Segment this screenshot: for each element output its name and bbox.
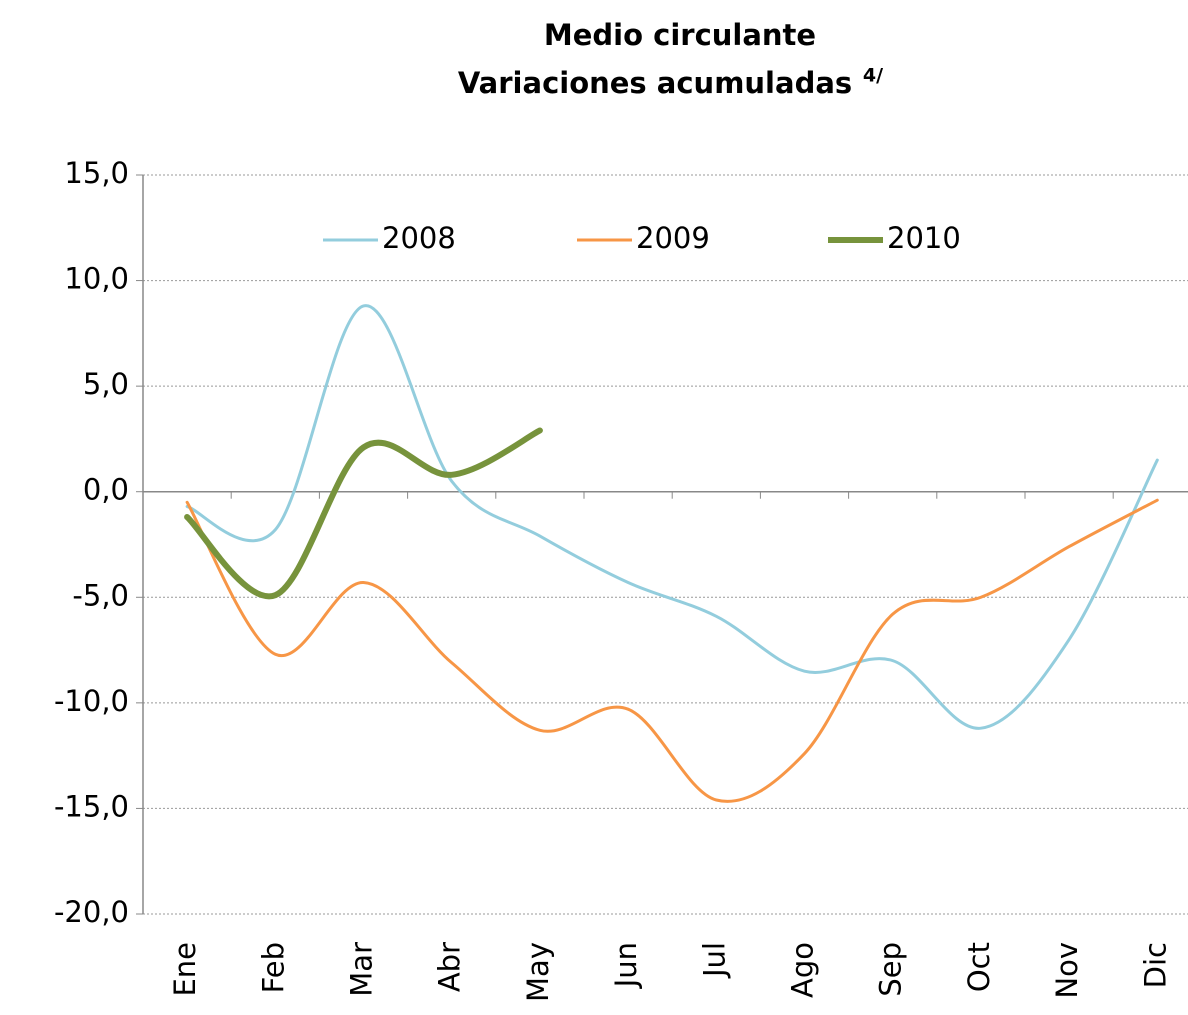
y-tick-label: 5,0 (83, 367, 129, 401)
y-tick-label: -10,0 (54, 684, 129, 718)
series-line (185, 304, 1159, 730)
x-tick-label: Mar (345, 942, 379, 997)
x-tick-label: Jul (697, 942, 731, 979)
x-tick-label: May (521, 942, 555, 1002)
y-tick-label: -20,0 (54, 895, 129, 929)
y-tick-label: -15,0 (54, 789, 129, 823)
x-tick-label: Ene (168, 942, 202, 997)
x-tick-label: Ago (786, 942, 820, 998)
series-line (184, 427, 543, 600)
legend-label: 2009 (636, 221, 710, 255)
series-line (185, 498, 1159, 803)
legend-label: 2008 (382, 221, 456, 255)
legend-label: 2010 (887, 221, 961, 255)
chart-subtitle: Variaciones acumuladas (458, 66, 852, 100)
x-tick-label: Feb (256, 942, 290, 993)
subtitle-note: 4/ (863, 65, 883, 87)
chart-title: Medio circulante (544, 18, 816, 52)
y-tick-label: 15,0 (64, 156, 129, 190)
y-tick-label: 10,0 (64, 262, 129, 296)
x-tick-label: Oct (962, 942, 996, 992)
y-tick-label: -5,0 (72, 578, 129, 612)
x-tick-label: Nov (1050, 942, 1084, 999)
x-tick-label: Jun (609, 942, 643, 989)
x-tick-label: Dic (1138, 942, 1172, 988)
x-tick-label: Abr (433, 942, 467, 992)
y-tick-label: 0,0 (83, 473, 129, 507)
x-tick-label: Sep (874, 942, 908, 997)
